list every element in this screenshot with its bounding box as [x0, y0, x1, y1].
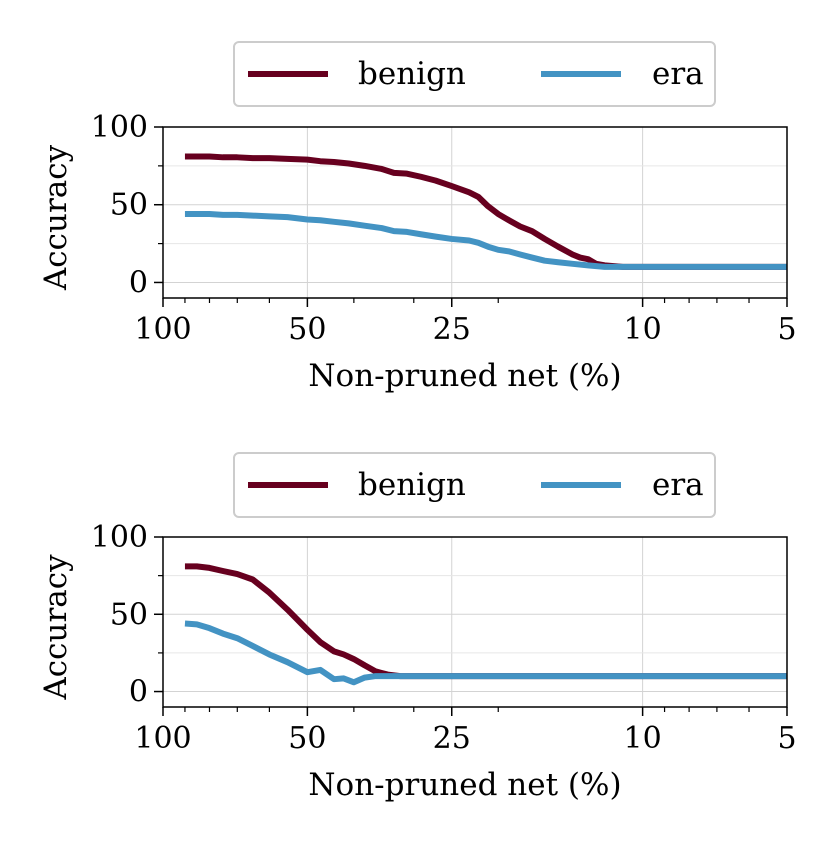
legend: benign era — [233, 41, 716, 107]
y-tick-label: 100 — [91, 520, 148, 555]
plot-frame — [162, 536, 788, 708]
series-line-era — [184, 211, 787, 270]
x-tick-label: 50 — [288, 312, 326, 347]
legend-label-benign: benign — [358, 467, 466, 503]
legend: benign era — [233, 452, 716, 518]
legend-label-era: era — [652, 56, 704, 92]
y-tick-label: 100 — [91, 110, 148, 145]
x-tick-label: 5 — [777, 312, 796, 347]
x-tick-label: 10 — [624, 721, 662, 756]
x-tick-label: 5 — [777, 721, 796, 756]
x-tick-label: 100 — [134, 312, 191, 347]
y-tick-label: 50 — [110, 597, 148, 632]
legend-box — [233, 452, 716, 518]
y-tick-label: 50 — [110, 188, 148, 223]
y-axis-label: Accuracy — [38, 554, 74, 701]
x-tick-label: 25 — [433, 721, 471, 756]
y-tick-label: 0 — [129, 675, 148, 710]
y-axis-label: Accuracy — [38, 144, 74, 291]
y-tick-label: 0 — [129, 265, 148, 300]
x-axis-label: Non-pruned net (%) — [308, 358, 621, 394]
legend-box — [233, 41, 716, 107]
legend-label-benign: benign — [358, 56, 466, 92]
x-tick-label: 25 — [433, 312, 471, 347]
x-tick-label: 50 — [288, 721, 326, 756]
x-tick-label: 100 — [134, 721, 191, 756]
series-line-era — [184, 620, 787, 686]
x-axis-label: Non-pruned net (%) — [308, 767, 621, 803]
x-tick-label: 10 — [624, 312, 662, 347]
legend-label-era: era — [652, 467, 704, 503]
plot-frame — [162, 126, 788, 299]
series-line-benign — [184, 153, 787, 270]
